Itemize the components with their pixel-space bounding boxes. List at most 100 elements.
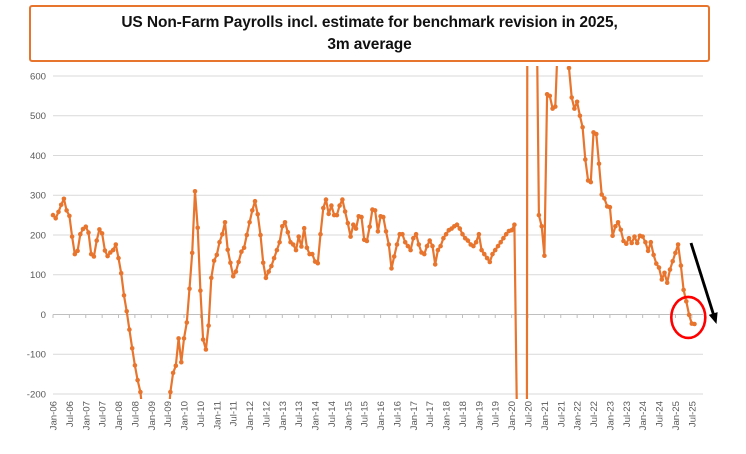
data-point-marker: [138, 389, 143, 395]
data-point-marker: [269, 263, 274, 269]
data-point-marker: [290, 242, 296, 247]
data-point-marker: [686, 312, 692, 318]
data-point-marker: [127, 327, 132, 332]
data-point-marker: [271, 255, 277, 261]
data-point-marker: [610, 233, 615, 239]
data-point-marker: [615, 220, 621, 225]
data-point-marker: [348, 234, 353, 239]
data-point-marker: [492, 247, 498, 253]
data-point-marker: [391, 254, 397, 259]
data-point-marker: [301, 225, 307, 231]
data-point-marker: [285, 229, 291, 235]
data-point-marker: [675, 242, 681, 247]
red-circle-annotation: [669, 295, 707, 340]
x-tick-label: Jul-18: [458, 401, 469, 427]
x-tick-label: Jan-14: [311, 400, 322, 430]
data-point-marker: [135, 377, 140, 383]
data-point-marker: [334, 212, 340, 218]
data-point-marker: [632, 234, 637, 239]
x-tick-label: Jan-24: [638, 400, 649, 430]
data-point-marker: [329, 203, 334, 208]
data-point-marker: [113, 242, 119, 247]
data-point-marker: [102, 248, 108, 253]
data-point-marker: [241, 245, 247, 250]
data-point-marker: [413, 231, 419, 237]
data-point-marker: [484, 255, 490, 261]
x-tick-label: Jan-07: [81, 401, 92, 430]
data-point-marker: [501, 235, 506, 241]
data-point-marker: [337, 203, 342, 208]
data-point-marker: [656, 265, 662, 270]
data-point-marker: [490, 251, 495, 257]
data-point-marker: [282, 220, 288, 225]
data-point-marker: [206, 323, 211, 328]
data-point-marker: [250, 208, 255, 213]
data-point-marker: [214, 252, 220, 258]
data-point-marker: [318, 231, 323, 237]
data-point-marker: [400, 231, 405, 237]
data-point-marker: [192, 189, 198, 194]
data-point-marker: [50, 212, 56, 218]
data-point-marker: [643, 239, 648, 245]
x-tick-label: Jan-15: [343, 401, 354, 430]
y-axis-labels: 600 500 400 300 200 100 0 -100 -200: [27, 71, 46, 400]
data-point-marker: [411, 235, 416, 241]
data-point-marker: [280, 224, 285, 229]
data-point-marker: [430, 243, 435, 249]
data-point-marker: [572, 106, 577, 111]
data-point-marker: [304, 245, 310, 250]
data-point-marker: [203, 347, 209, 352]
data-point-marker: [78, 231, 83, 237]
data-point-marker: [465, 238, 471, 243]
data-point-marker: [326, 211, 332, 217]
data-point-marker: [252, 198, 258, 204]
data-point-marker: [315, 260, 321, 266]
data-point-marker: [58, 202, 64, 208]
data-point-marker: [184, 320, 190, 325]
data-point-marker: [473, 239, 479, 245]
data-point-marker: [64, 208, 69, 213]
data-point-marker: [94, 238, 99, 243]
data-point-marker: [258, 232, 263, 238]
data-point-marker: [651, 252, 656, 258]
data-point-marker: [498, 239, 504, 245]
data-point-marker: [673, 250, 678, 256]
data-point-marker: [56, 209, 61, 215]
data-point-marker: [618, 227, 624, 233]
x-tick-label: Jul-21: [556, 401, 567, 427]
y-tick-label: -100: [27, 350, 46, 361]
chart-title-box: US Non-Farm Payrolls incl. estimate for …: [29, 5, 710, 62]
data-point-marker: [427, 238, 433, 243]
x-tick-label: Jul-15: [360, 401, 371, 427]
data-point-marker: [596, 161, 602, 167]
x-tick-label: Jan-08: [114, 401, 125, 430]
data-point-marker: [438, 243, 443, 249]
data-point-marker: [569, 95, 574, 100]
data-point-marker: [479, 247, 484, 253]
data-point-marker: [61, 196, 67, 202]
x-tick-label: Jan-11: [212, 401, 223, 430]
arrow-head: [708, 312, 718, 324]
data-point-marker: [53, 216, 58, 221]
data-point-marker: [323, 197, 329, 202]
data-point-marker: [239, 249, 244, 254]
data-point-marker: [536, 212, 542, 218]
y-tick-label: 100: [30, 270, 46, 281]
data-point-marker: [482, 251, 487, 257]
chart-title-line-2: 3m average: [327, 35, 412, 53]
data-point-marker: [435, 247, 441, 253]
payrolls-series: [50, 66, 697, 399]
data-point-marker: [321, 205, 326, 211]
data-point-marker: [91, 254, 97, 259]
data-point-marker: [353, 226, 359, 231]
x-axis-labels: Jan-06 Jul-06 Jan-07 Jul-07 Jan-08 Jul-08 Jan-…: [49, 400, 699, 430]
x-tick-label: Jul-16: [392, 401, 403, 427]
data-point-marker: [168, 389, 173, 395]
data-point-marker: [471, 243, 476, 249]
data-point-marker: [424, 243, 430, 249]
data-point-marker: [236, 259, 241, 265]
data-point-marker: [416, 242, 422, 247]
data-point-marker: [634, 240, 640, 246]
